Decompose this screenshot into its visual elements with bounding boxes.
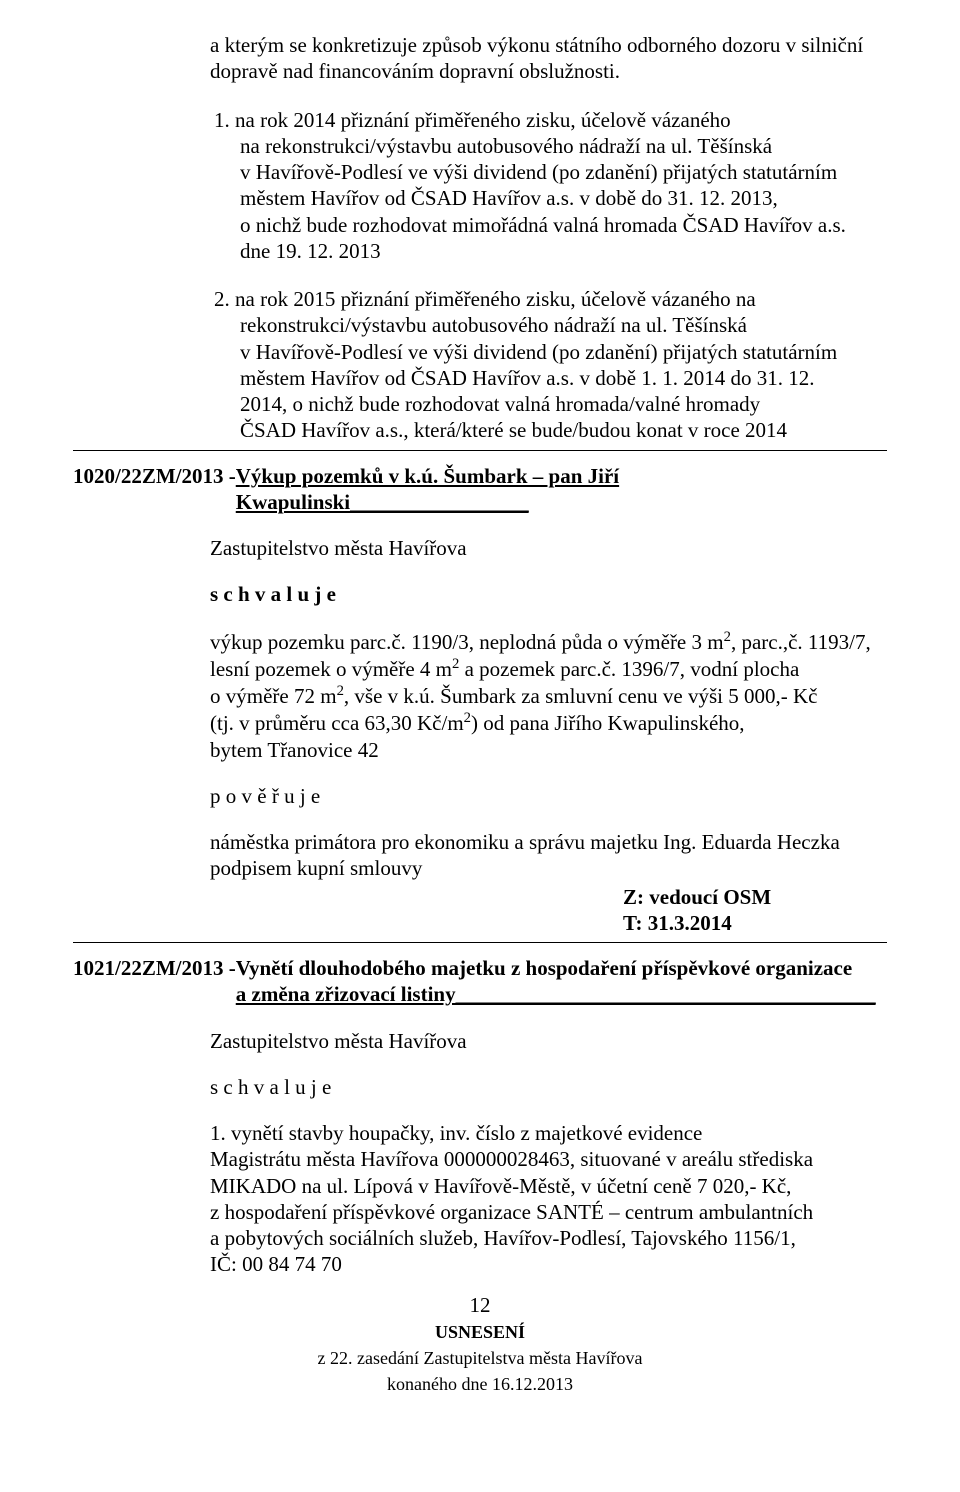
resolution-1020-heading: 1020/22ZM/2013 - Výkup pozemků v k.ú. Šu… xyxy=(73,463,887,516)
text-line: na rekonstrukci/výstavbu autobusového ná… xyxy=(240,134,772,158)
text-line: z hospodaření příspěvkové organizace SAN… xyxy=(210,1200,813,1224)
text-line: v Havířově-Podlesí ve výši dividend (po … xyxy=(240,160,837,184)
list-number: 2. xyxy=(214,287,230,311)
resolution-1020-body: výkup pozemku parc.č. 1190/3, neplodná p… xyxy=(73,628,887,763)
footer-usneseni: USNESENÍ xyxy=(435,1322,525,1342)
superscript-2: 2 xyxy=(337,683,344,699)
text-line: Magistrátu města Havířova 000000028463, … xyxy=(210,1147,813,1171)
text-line: a pobytových sociálních služeb, Havířov-… xyxy=(210,1226,796,1250)
text-line: o nichž bude rozhodovat mimořádná valná … xyxy=(240,213,846,237)
list-item-2-body: rekonstrukci/výstavbu autobusového nádra… xyxy=(73,312,887,443)
z-line: Z: vedoucí OSM xyxy=(623,885,771,909)
resolution-code: 1021/22ZM/2013 - xyxy=(73,955,236,981)
assignment-block: Z: vedoucí OSM T: 31.3.2014 xyxy=(73,884,887,937)
text-line: IČ: 00 84 74 70 xyxy=(210,1252,342,1276)
text-line: ČSAD Havířov a.s., která/které se bude/b… xyxy=(240,418,787,442)
text-line: MIKADO na ul. Lípová v Havířově-Městě, v… xyxy=(210,1174,791,1198)
body-part: lesní pozemek o výměře 4 m xyxy=(210,657,452,681)
body-part: , vše v k.ú. Šumbark za smluvní cenu ve … xyxy=(344,684,818,708)
resolution-1021-body: 1. vynětí stavby houpačky, inv. číslo z … xyxy=(73,1120,887,1278)
text-line: náměstka primátora pro ekonomiku a správ… xyxy=(210,830,840,854)
body-part: výkup pozemku parc.č. 1190/3, neplodná p… xyxy=(210,630,724,654)
text-line: v Havířově-Podlesí ve výši dividend (po … xyxy=(240,340,837,364)
intro-paragraph: a kterým se konkretizuje způsob výkonu s… xyxy=(73,32,887,85)
section-divider xyxy=(73,450,887,451)
section-divider xyxy=(73,942,887,943)
list-item-1: 1. na rok 2014 přiznání přiměřeného zisk… xyxy=(73,107,887,133)
list-item-1-body: na rekonstrukci/výstavbu autobusového ná… xyxy=(73,133,887,264)
list-number: 1. xyxy=(214,108,230,132)
text-line: 2014, o nichž bude rozhodovat valná hrom… xyxy=(240,392,760,416)
poveruje-label: p o v ě ř u j e xyxy=(73,783,887,809)
body-part: (tj. v průměru cca 63,30 Kč/m xyxy=(210,711,464,735)
superscript-2: 2 xyxy=(724,629,731,645)
footer-date: konaného dne 16.12.2013 xyxy=(387,1374,573,1394)
resolution-title-line1: Vynětí dlouhodobého majetku z hospodařen… xyxy=(236,956,852,980)
resolution-code: 1020/22ZM/2013 - xyxy=(73,463,236,489)
schvaluje-label: s c h v a l u j e xyxy=(73,1074,887,1100)
footer-from: z 22. zasedání Zastupitelstva města Haví… xyxy=(318,1348,643,1368)
text-line: rekonstrukci/výstavbu autobusového nádra… xyxy=(240,313,747,337)
page-number: 12 xyxy=(470,1293,491,1317)
text-line: dne 19. 12. 2013 xyxy=(240,239,381,263)
intro-line-2: dopravě nad financováním dopravní obsluž… xyxy=(210,59,620,83)
list-text: na rok 2015 přiznání přiměřeného zisku, … xyxy=(235,287,756,311)
intro-line-1: a kterým se konkretizuje způsob výkonu s… xyxy=(210,33,863,57)
superscript-2: 2 xyxy=(464,710,471,726)
resolution-title-line2: a změna zřizovací listiny_______________… xyxy=(236,982,876,1006)
body-part: bytem Třanovice 42 xyxy=(210,738,379,762)
poveruje-body: náměstka primátora pro ekonomiku a správ… xyxy=(73,829,887,882)
resolution-title: Výkup pozemků v k.ú. Šumbark – pan Jiří … xyxy=(236,463,887,516)
list-text: na rok 2014 přiznání přiměřeného zisku, … xyxy=(235,108,731,132)
body-part: , parc.,č. 1193/7, xyxy=(731,630,871,654)
text-line: 1. vynětí stavby houpačky, inv. číslo z … xyxy=(210,1121,702,1145)
resolution-1021-heading: 1021/22ZM/2013 - Vynětí dlouhodobého maj… xyxy=(73,955,887,1008)
text-line: městem Havířov od ČSAD Havířov a.s. v do… xyxy=(240,186,778,210)
body-part: o výměře 72 m xyxy=(210,684,337,708)
text-line: podpisem kupní smlouvy xyxy=(210,856,422,880)
t-line: T: 31.3.2014 xyxy=(623,911,732,935)
body-part: a pozemek parc.č. 1396/7, vodní plocha xyxy=(459,657,799,681)
list-item-2: 2. na rok 2015 přiznání přiměřeného zisk… xyxy=(73,286,887,312)
zastupitelstvo-line: Zastupitelstvo města Havířova xyxy=(73,1028,887,1054)
schvaluje-label: s c h v a l u j e xyxy=(73,581,887,607)
body-part: ) od pana Jiřího Kwapulinského, xyxy=(471,711,745,735)
text-line: městem Havířov od ČSAD Havířov a.s. v do… xyxy=(240,366,815,390)
document-page: a kterým se konkretizuje způsob výkonu s… xyxy=(0,0,960,1427)
page-footer: 12 USNESENÍ z 22. zasedání Zastupitelstv… xyxy=(73,1292,887,1397)
zastupitelstvo-line: Zastupitelstvo města Havířova xyxy=(73,535,887,561)
